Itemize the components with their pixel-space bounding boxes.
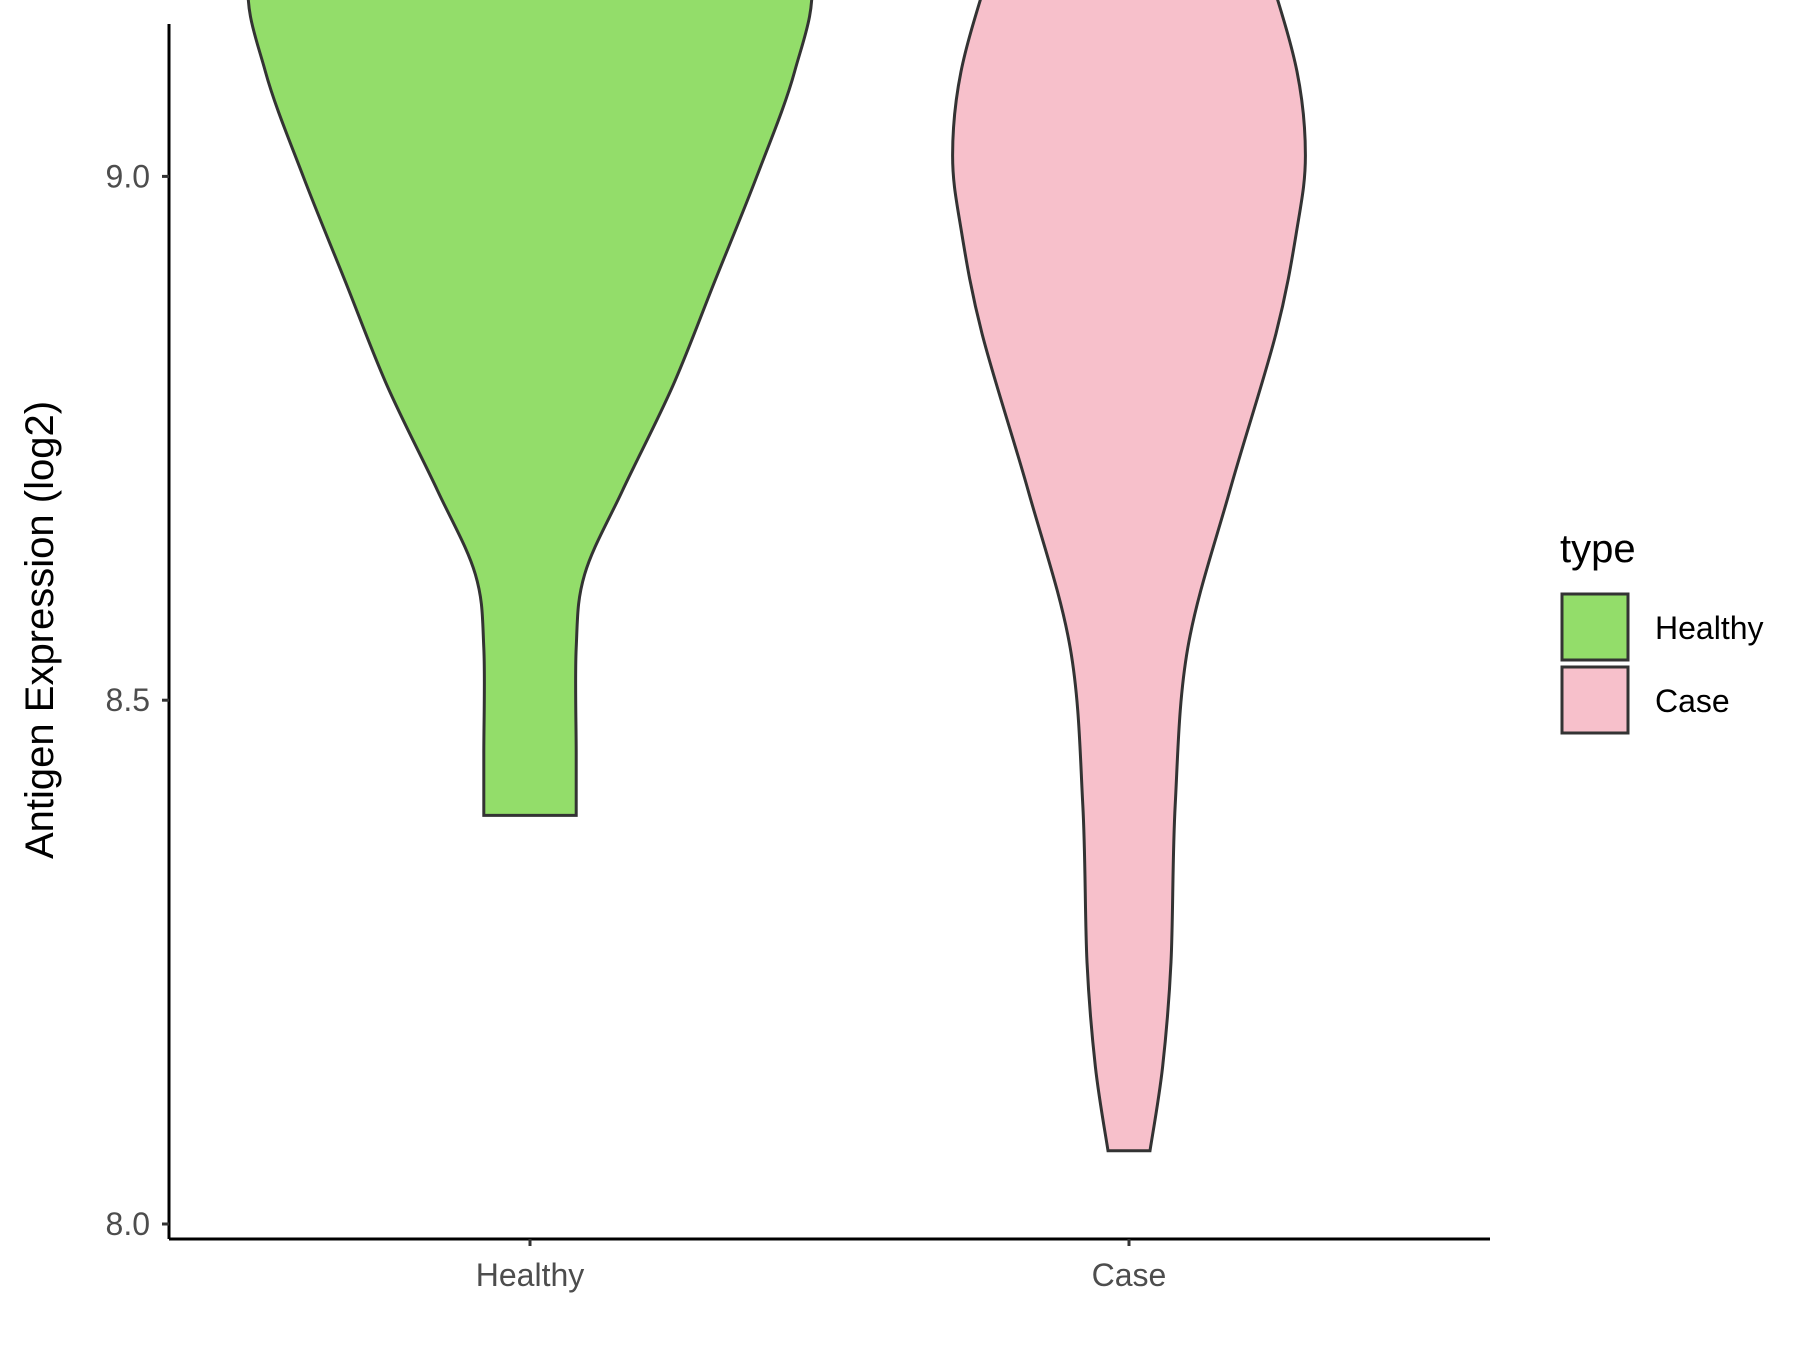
legend-key-case xyxy=(1560,665,1630,735)
violin-case xyxy=(951,0,1307,1153)
legend-label-case: Case xyxy=(1655,683,1730,719)
violins xyxy=(246,0,1307,1153)
y-tick-label: 9.0 xyxy=(106,158,150,194)
legend-title: type xyxy=(1560,527,1636,571)
legend-label-healthy: Healthy xyxy=(1655,610,1764,646)
legend-items: Healthy Case xyxy=(1560,592,1764,735)
violin-healthy xyxy=(246,0,814,817)
x-tick-label-healthy: Healthy xyxy=(476,1257,585,1293)
legend-key-healthy xyxy=(1560,592,1630,662)
y-ticks: 8.08.59.09.510.0 xyxy=(106,158,169,1242)
legend: type Healthy Case xyxy=(1560,527,1764,735)
axes xyxy=(167,24,1490,1241)
x-ticks: Healthy Case xyxy=(476,1239,1167,1293)
y-tick-label: 8.5 xyxy=(106,682,150,718)
y-axis-title: Antigen Expression (log2) xyxy=(18,401,62,859)
y-tick-label: 8.0 xyxy=(106,1206,150,1242)
x-tick-label-case: Case xyxy=(1092,1257,1167,1293)
